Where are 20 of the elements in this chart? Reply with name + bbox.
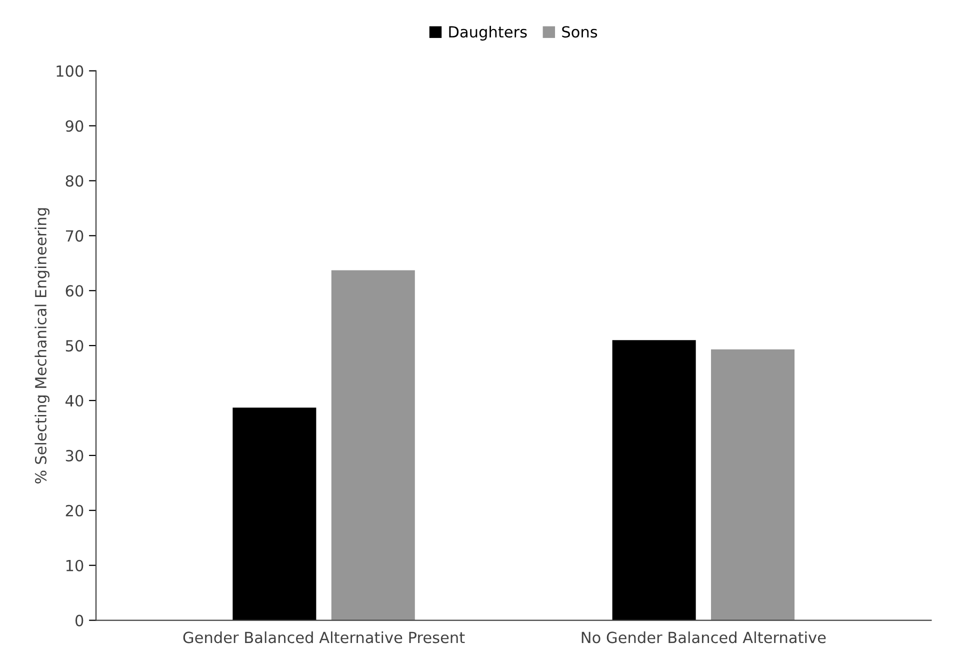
y-tick-label: 80 — [66, 175, 84, 187]
y-tick-label: 100 — [56, 65, 84, 77]
y-tick-label: 20 — [66, 504, 84, 516]
legend-label: Daughters — [449, 26, 527, 41]
y-axis-title: % Selecting Mechanical Engineering — [34, 208, 50, 484]
y-tick-label: 90 — [66, 120, 84, 132]
x-tick-label: Gender Balanced Alternative Present — [183, 631, 465, 644]
y-tick-label: 60 — [66, 285, 84, 297]
x-tick-label: No Gender Balanced Alternative — [582, 631, 826, 644]
bar — [612, 340, 696, 620]
y-tick-label: 70 — [66, 230, 84, 242]
y-tick-label: 10 — [66, 560, 84, 572]
legend-label: Sons — [562, 26, 598, 38]
bar — [711, 349, 795, 620]
bar — [331, 270, 415, 620]
y-tick-label: 50 — [66, 340, 84, 352]
y-tick-label: 30 — [66, 450, 84, 462]
y-tick-label: 0 — [75, 614, 84, 626]
bar — [232, 408, 316, 620]
y-tick-label: 40 — [66, 394, 84, 407]
